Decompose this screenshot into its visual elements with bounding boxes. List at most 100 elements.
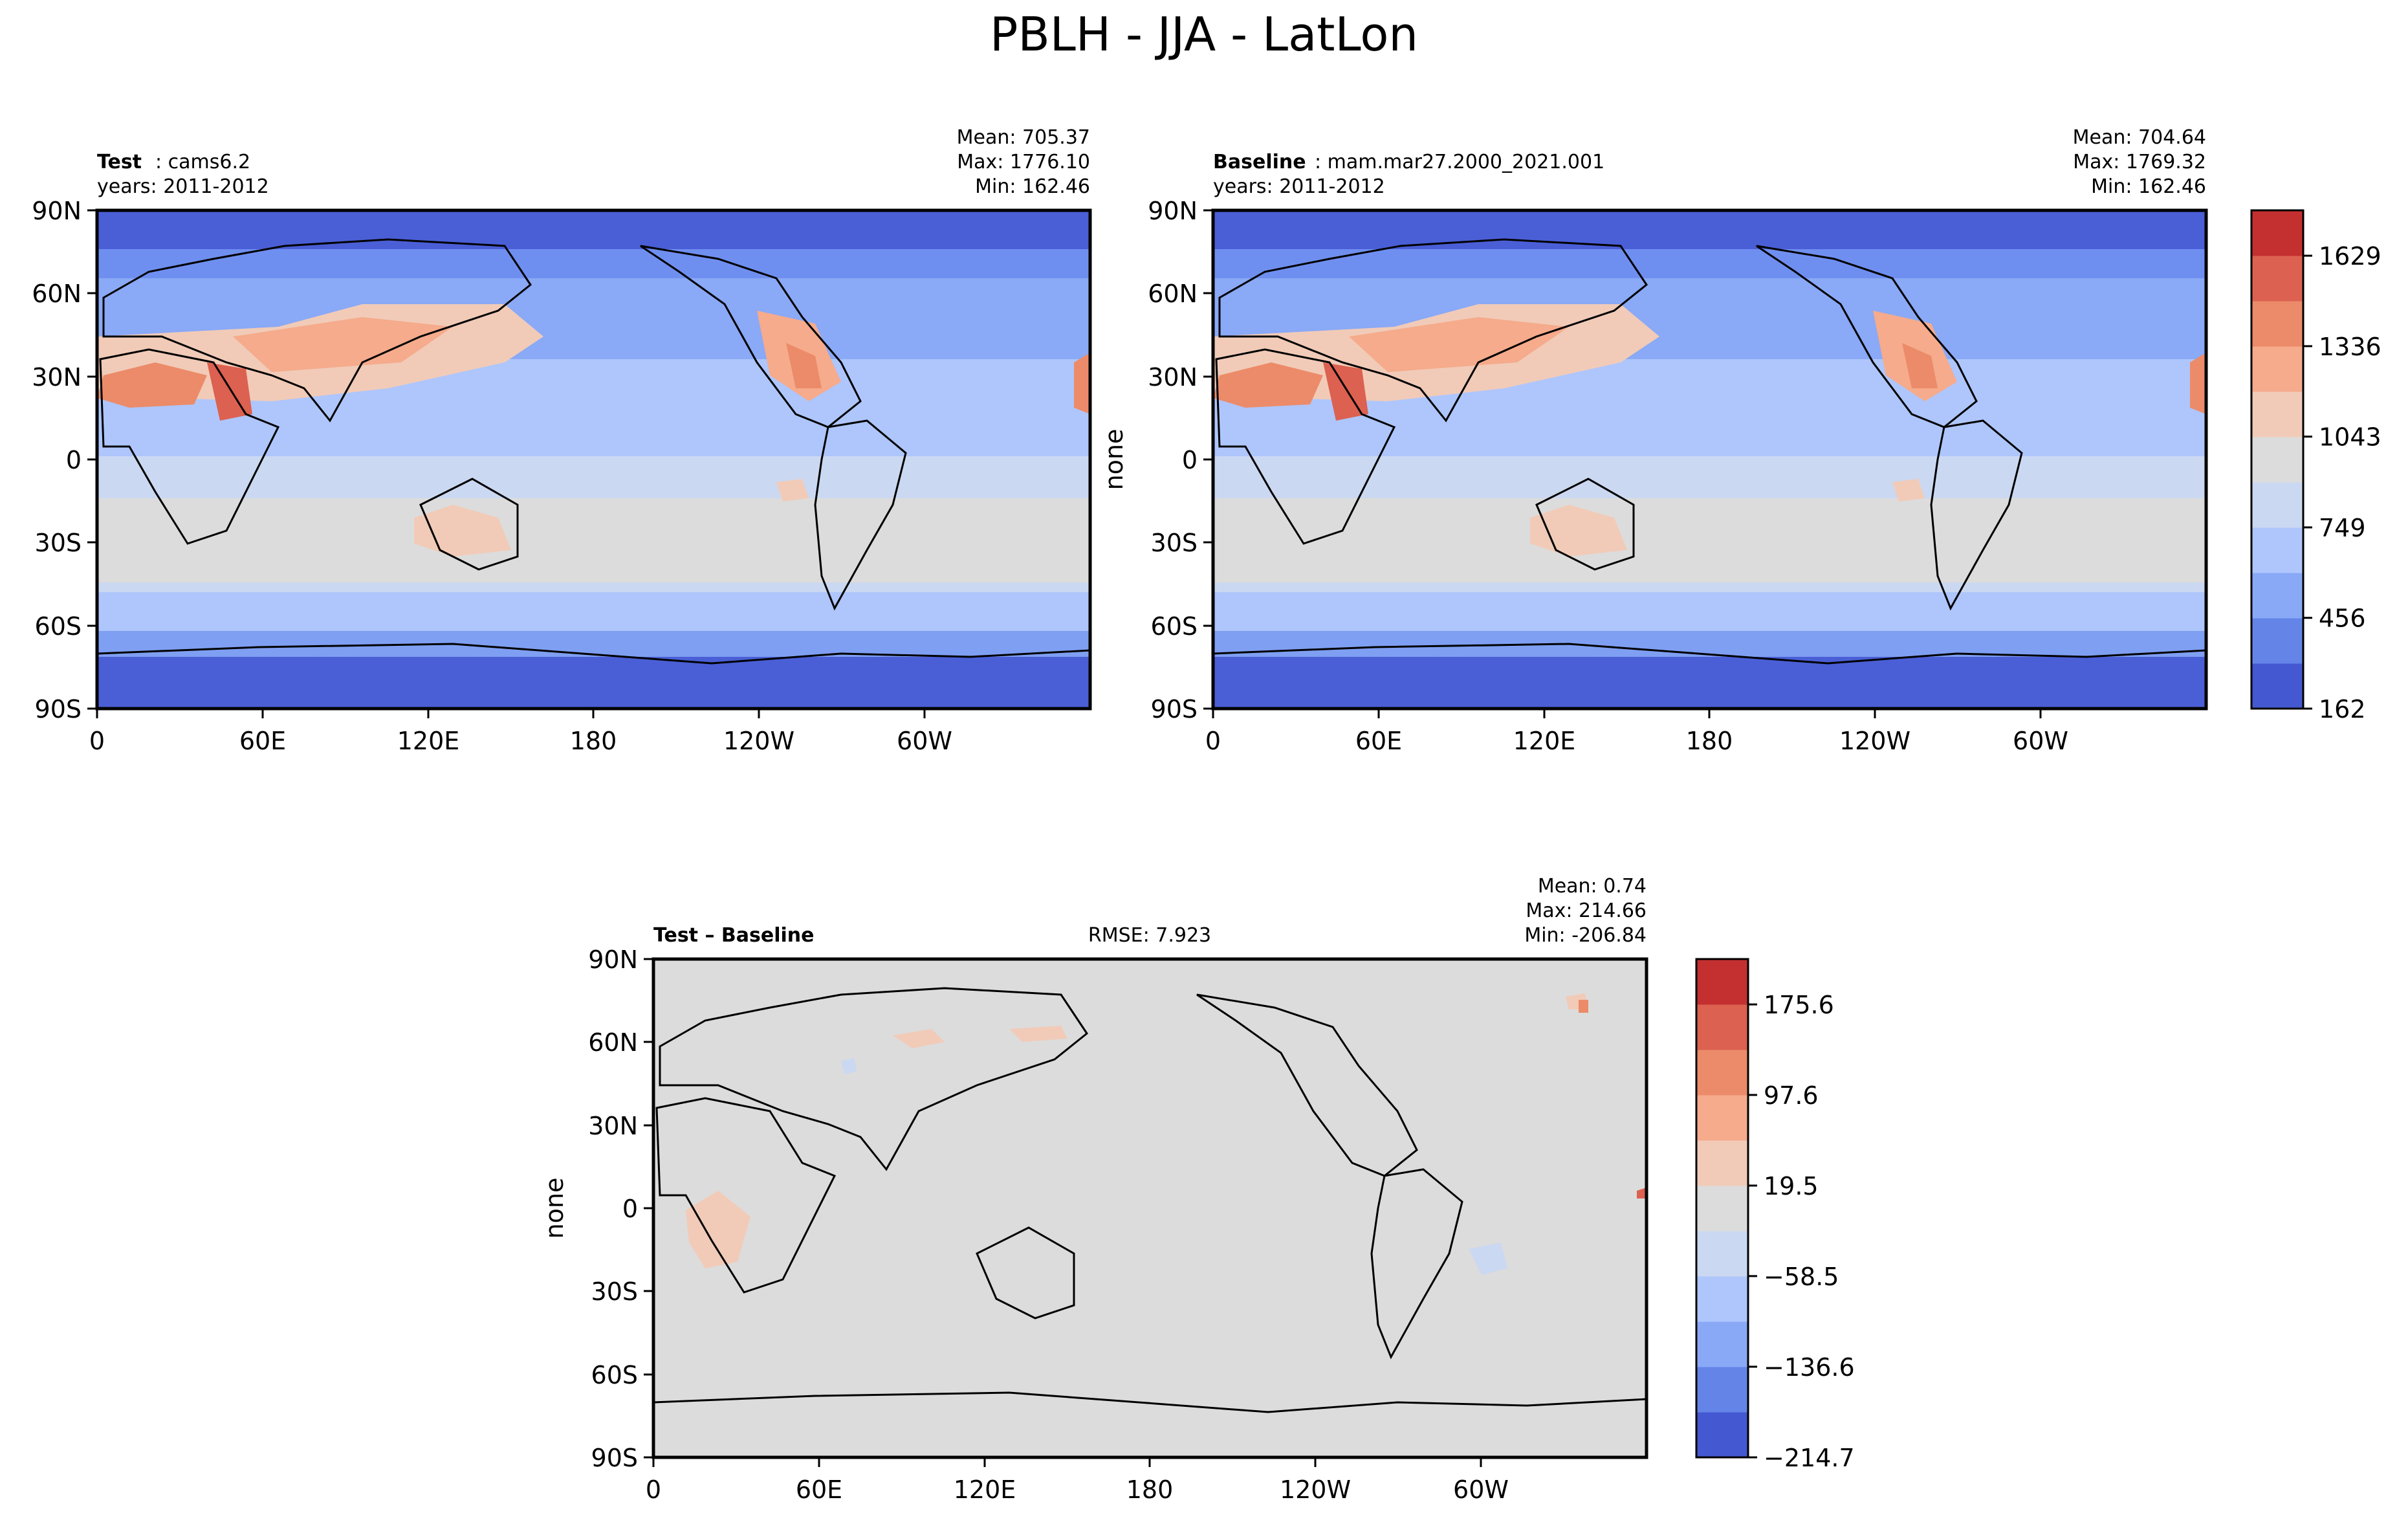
abs-colorbar-segment	[2251, 618, 2303, 664]
diff-y-tick-label: 30N	[588, 1112, 638, 1140]
test-x-tick-label: 120W	[723, 727, 794, 755]
diff-mean: Mean: 0.74	[1538, 875, 1647, 898]
abs-colorbar-segment	[2251, 256, 2303, 302]
abs-colorbar-tick-label: 456	[2319, 604, 2366, 633]
baseline-label-rest: : mam.mar27.2000_2021.001	[1315, 151, 1604, 173]
baseline-map-field	[1213, 210, 2206, 709]
test-y-tick-label: 90N	[32, 197, 82, 225]
test-x-tick-label: 120E	[397, 727, 460, 755]
baseline-y-axis: 90N 60N 30N 0 30S 60S 90S	[1148, 197, 1213, 723]
panel-test: Test : cams6.2 years: 2011-2012 Mean: 70…	[32, 126, 1092, 755]
abs-colorbar-tick-label: 1629	[2319, 242, 2381, 271]
test-y-axis: 90N 60N 30N 0 30S 60S 90S	[32, 197, 97, 723]
baseline-years: years: 2011-2012	[1213, 175, 1385, 198]
test-x-tick-label: 60E	[239, 727, 286, 755]
abs-colorbar-segment	[2251, 301, 2303, 347]
diff-colorbar-tick-label: 19.5	[1764, 1172, 1819, 1200]
baseline-x-tick-label: 120E	[1513, 727, 1576, 755]
baseline-x-tick-label: 60E	[1355, 727, 1402, 755]
test-y-tick-label: 60S	[35, 612, 82, 641]
colorbar-absolute: 162 456 749 1043 1336 1629	[2250, 209, 2381, 723]
diff-x-tick-label: 0	[646, 1475, 661, 1504]
abs-colorbar-tick-label: 162	[2319, 695, 2366, 723]
abs-colorbar-tick-label: 1043	[2319, 423, 2381, 452]
abs-colorbar-segment	[2251, 346, 2303, 392]
test-x-tick-label: 0	[89, 727, 105, 755]
diff-colorbar-segment	[1696, 1095, 1748, 1141]
abs-colorbar-segment	[2251, 482, 2303, 528]
baseline-x-tick-label: 60W	[2013, 727, 2068, 755]
test-coastlines	[96, 238, 1091, 665]
panel-baseline: Baseline : mam.mar27.2000_2021.001 years…	[1100, 126, 2208, 755]
diff-y-tick-label: 60S	[591, 1361, 638, 1389]
figure-title: PBLH - JJA - LatLon	[990, 7, 1418, 61]
baseline-y-tick-label: 30N	[1148, 363, 1198, 392]
diff-y-axis: 90N 60N 30N 0 30S 60S 90S	[588, 945, 653, 1472]
abs-colorbar-segment	[2251, 663, 2303, 709]
diff-y-axis-label: none	[540, 1178, 569, 1239]
baseline-mean: Mean: 704.64	[2073, 126, 2206, 149]
diff-label-bold: Test – Baseline	[653, 924, 815, 947]
diff-y-tick-label: 90S	[591, 1444, 638, 1472]
diff-x-tick-label: 60E	[796, 1475, 842, 1504]
test-y-tick-label: 30S	[35, 529, 82, 557]
baseline-y-tick-label: 30S	[1151, 529, 1198, 557]
test-label-rest: : cams6.2	[155, 151, 250, 173]
diff-colorbar-tick-label: −58.5	[1764, 1263, 1839, 1291]
diff-y-tick-label: 0	[622, 1195, 638, 1223]
abs-colorbar-tick-label: 1336	[2319, 333, 2381, 361]
baseline-y-tick-label: 90N	[1148, 197, 1198, 225]
abs-colorbar-segment	[2251, 437, 2303, 483]
diff-x-tick-label: 120E	[954, 1475, 1016, 1504]
diff-y-tick-label: 90N	[588, 945, 638, 974]
test-y-tick-label: 90S	[35, 695, 82, 723]
test-label-bold: Test	[97, 151, 142, 173]
test-x-tick-label: 180	[570, 727, 617, 755]
diff-y-tick-label: 60N	[588, 1028, 638, 1057]
diff-x-tick-label: 120W	[1280, 1475, 1351, 1504]
baseline-label-bold: Baseline	[1213, 151, 1306, 173]
diff-y-tick-label: 30S	[591, 1277, 638, 1306]
test-y-tick-label: 60N	[32, 280, 82, 308]
test-y-tick-label: 0	[66, 446, 82, 474]
diff-colorbar-frame	[1695, 958, 1749, 1459]
diff-max: Max: 214.66	[1526, 900, 1647, 922]
baseline-max: Max: 1769.32	[2073, 151, 2206, 173]
baseline-min: Min: 162.46	[2091, 175, 2206, 198]
diff-coastlines	[653, 987, 1647, 1413]
test-mean: Mean: 705.37	[957, 126, 1090, 149]
diff-x-tick-label: 60W	[1453, 1475, 1509, 1504]
baseline-y-tick-label: 60S	[1151, 612, 1198, 641]
diff-rmse: RMSE: 7.923	[1088, 924, 1211, 947]
diff-colorbar-segment	[1696, 1140, 1748, 1186]
colorbar-difference: −214.7 −136.6 −58.5 19.5 97.6 175.6	[1695, 958, 1855, 1472]
test-min: Min: 162.46	[975, 175, 1090, 198]
baseline-x-axis: 0 60E 120E 180 120W 60W	[1205, 709, 2068, 755]
diff-colorbar-segment	[1696, 959, 1748, 1005]
diff-colorbar-tick-label: 97.6	[1764, 1081, 1819, 1110]
baseline-x-tick-label: 0	[1205, 727, 1221, 755]
abs-colorbar-segment	[2251, 527, 2303, 573]
diff-colorbar-segment	[1696, 1004, 1748, 1050]
diff-map-field	[653, 959, 1647, 1457]
diff-colorbar-tick-label: −136.6	[1764, 1353, 1855, 1382]
abs-colorbar-tick-label: 749	[2319, 514, 2366, 542]
diff-colorbar-segment	[1696, 1050, 1748, 1096]
panel-difference: Test – Baseline RMSE: 7.923 Mean: 0.74 M…	[540, 875, 1648, 1504]
abs-colorbar-frame	[2250, 209, 2304, 710]
diff-x-tick-label: 180	[1126, 1475, 1174, 1504]
abs-colorbar-segment	[2251, 210, 2303, 256]
diff-colorbar-tick-label: 175.6	[1764, 991, 1834, 1019]
baseline-y-axis-label: none	[1100, 429, 1128, 491]
baseline-x-tick-label: 180	[1686, 727, 1733, 755]
diff-min: Min: -206.84	[1524, 924, 1647, 947]
test-x-axis: 0 60E 120E 180 120W 60W	[89, 709, 952, 755]
test-years: years: 2011-2012	[97, 175, 269, 198]
test-max: Max: 1776.10	[957, 151, 1090, 173]
abs-colorbar-segment	[2251, 392, 2303, 437]
baseline-coastlines	[1212, 238, 2207, 665]
diff-colorbar-segment	[1696, 1276, 1748, 1322]
diff-x-axis: 0 60E 120E 180 120W 60W	[646, 1457, 1509, 1504]
test-x-tick-label: 60W	[897, 727, 952, 755]
baseline-y-tick-label: 60N	[1148, 280, 1198, 308]
